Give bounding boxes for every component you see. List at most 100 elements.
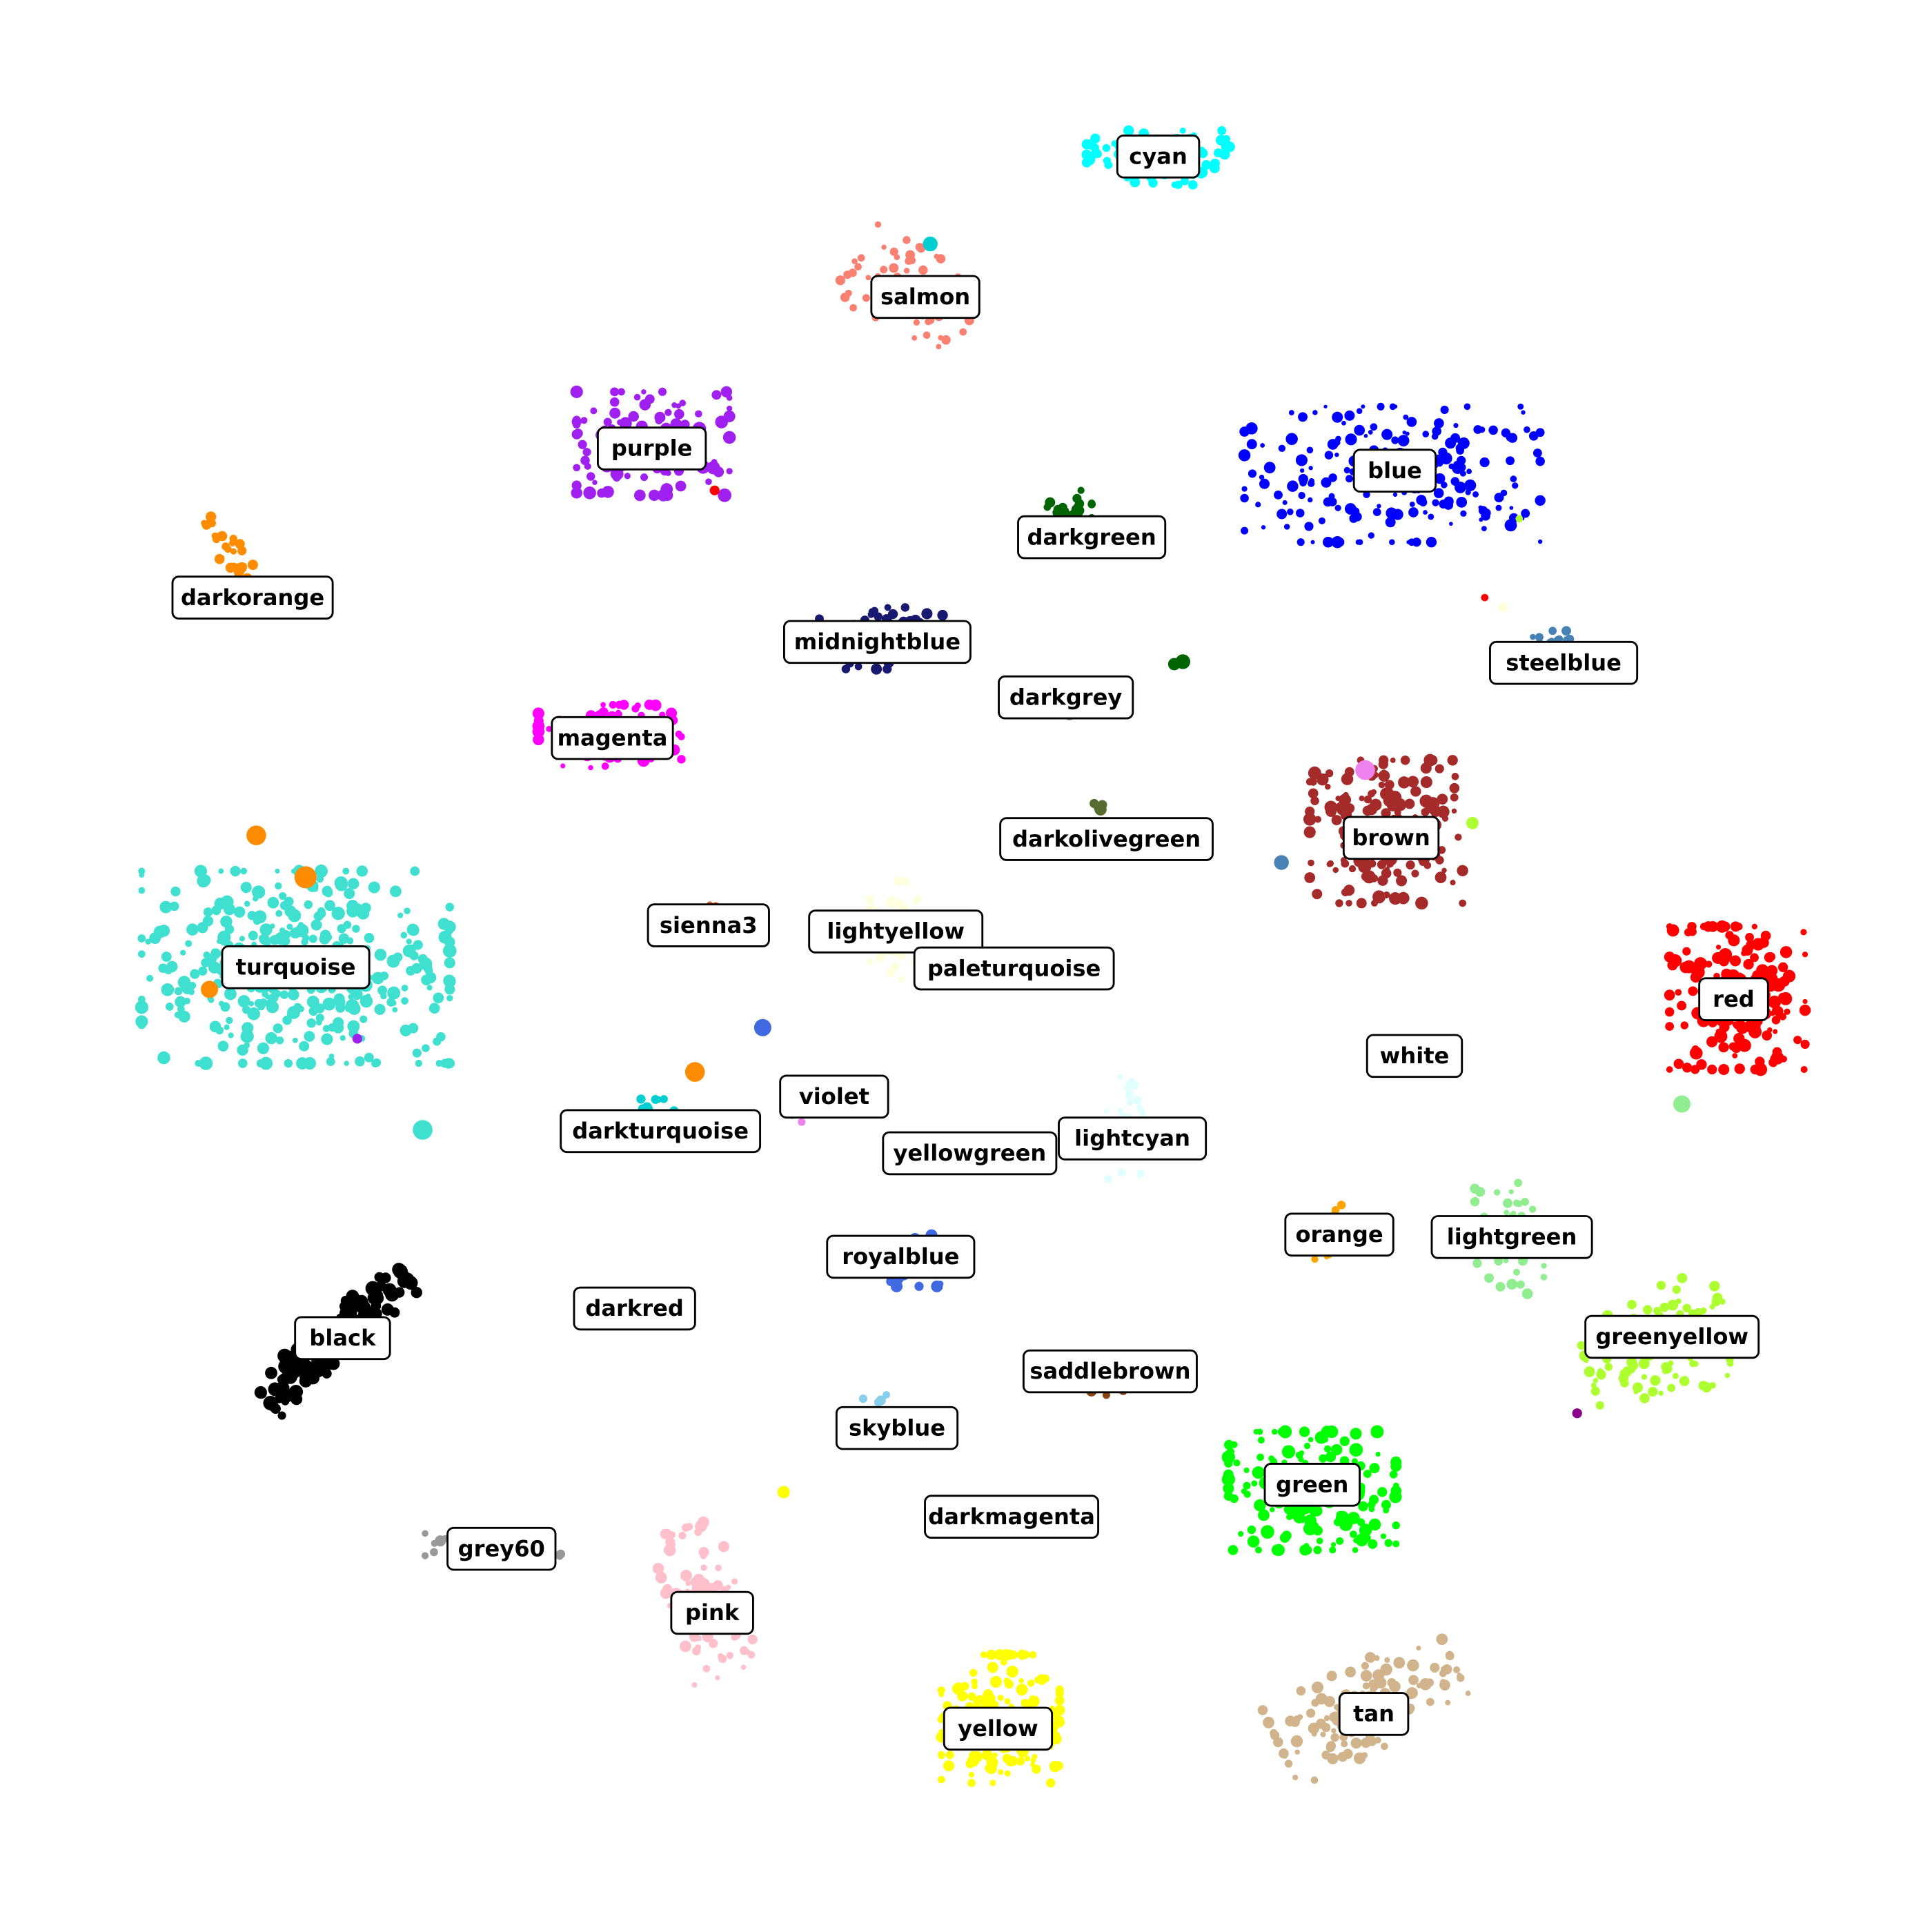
point-blue [1392, 509, 1403, 520]
point-pink [740, 1664, 747, 1670]
point-green [1299, 1544, 1311, 1556]
point-magenta [533, 716, 544, 726]
point-yellow [971, 1751, 983, 1763]
point-blue [1310, 540, 1315, 544]
point-purple [612, 473, 621, 482]
point-darkolivegreen [1094, 803, 1107, 816]
point-turquoise [408, 925, 420, 936]
point-blue [1381, 428, 1393, 440]
point-blue [1282, 500, 1288, 505]
point-brown [1393, 868, 1402, 877]
point-yellow [986, 1649, 997, 1660]
point-red [1773, 1029, 1778, 1034]
cluster-label-magenta: magenta [551, 716, 674, 760]
point-salmon [880, 266, 888, 274]
point-blue [1479, 457, 1490, 468]
point-turquoise [286, 1012, 293, 1018]
point-purple [640, 473, 649, 482]
point-turquoise [177, 976, 191, 989]
cluster-label-violet: violet [779, 1074, 889, 1119]
point-turquoise [299, 1041, 310, 1052]
point-red [1800, 1066, 1808, 1073]
point-green [1258, 1509, 1270, 1521]
point-black [389, 1307, 400, 1318]
point-black [411, 1288, 421, 1297]
point-turquoise [446, 994, 453, 1002]
point-turquoise [239, 936, 245, 942]
point-yellow [983, 1689, 994, 1700]
point-cyan [1187, 180, 1198, 190]
point-turquoise [190, 969, 200, 979]
point-turquoise [138, 950, 146, 958]
point-brown [1455, 834, 1462, 841]
point-red [1689, 1046, 1703, 1060]
point-salmon [889, 263, 899, 273]
point-green [1225, 1455, 1232, 1461]
point-tan [1384, 1657, 1390, 1663]
point-purple [673, 408, 684, 420]
point-blue [1449, 522, 1453, 526]
point-turquoise [247, 1007, 260, 1021]
point-brown [1310, 796, 1319, 805]
cluster-label-pink: pink [670, 1590, 754, 1635]
point-tan [1257, 1705, 1268, 1715]
point-red [1718, 1032, 1725, 1038]
point-darkorange [230, 562, 237, 569]
point-salmon [862, 294, 870, 302]
point-yellow [952, 1682, 965, 1695]
point-brown [1370, 899, 1378, 907]
point-blue [1433, 488, 1444, 498]
point-purple [624, 473, 631, 480]
point-turquoise [237, 995, 250, 1007]
point-purple [695, 410, 702, 417]
point-turquoise [261, 924, 268, 931]
label-box [1366, 1034, 1463, 1078]
point-blue [1287, 480, 1299, 492]
point-lightgreen [1514, 1179, 1521, 1186]
point-brown [1450, 880, 1456, 886]
point-brown [1451, 773, 1459, 780]
point-steelblue [1548, 627, 1557, 635]
point-tan [1362, 1682, 1370, 1690]
point-brown [1435, 764, 1444, 773]
point-brown [1308, 859, 1314, 867]
point-yellow [1032, 1753, 1038, 1759]
point-tan [1350, 1737, 1362, 1749]
point-green [1277, 1428, 1285, 1435]
point-brown [1437, 846, 1446, 854]
point-darkorange [228, 540, 236, 546]
point-greenyellow [1726, 1360, 1734, 1367]
point-tan [1326, 1741, 1337, 1751]
point-turquoise [279, 990, 289, 999]
point-blue [1312, 410, 1318, 415]
point-brown [1326, 861, 1333, 867]
point-brown [1331, 815, 1342, 826]
point-turquoise [379, 972, 389, 980]
point-tan [1326, 1674, 1333, 1681]
point-turquoise [347, 1020, 360, 1033]
point-turquoise [406, 938, 412, 945]
point-blue [1308, 466, 1313, 471]
point-brown [1348, 865, 1357, 873]
label-box [1584, 1314, 1760, 1359]
point-red [1705, 960, 1713, 968]
point-pink [662, 1584, 669, 1591]
point-green [1256, 1453, 1264, 1461]
cluster-label-darkred: darkred [573, 1286, 696, 1331]
point-blue [1355, 539, 1361, 545]
point-greenyellow [1712, 1292, 1723, 1303]
point-red [1802, 952, 1808, 958]
point-lightgreen [1516, 1280, 1525, 1289]
point-brown [1415, 896, 1428, 910]
point-blue [1439, 500, 1448, 509]
point-green [1351, 1448, 1357, 1455]
point-blue [1509, 506, 1514, 510]
point-purple [580, 455, 590, 466]
point-pink [700, 1552, 707, 1559]
point-brown [1340, 857, 1347, 864]
point-turquoise [135, 1000, 148, 1014]
point-greenyellow [1667, 1299, 1679, 1311]
point-greenyellow [1643, 1305, 1653, 1314]
label-box [783, 620, 972, 664]
point-turquoise [228, 1032, 234, 1038]
